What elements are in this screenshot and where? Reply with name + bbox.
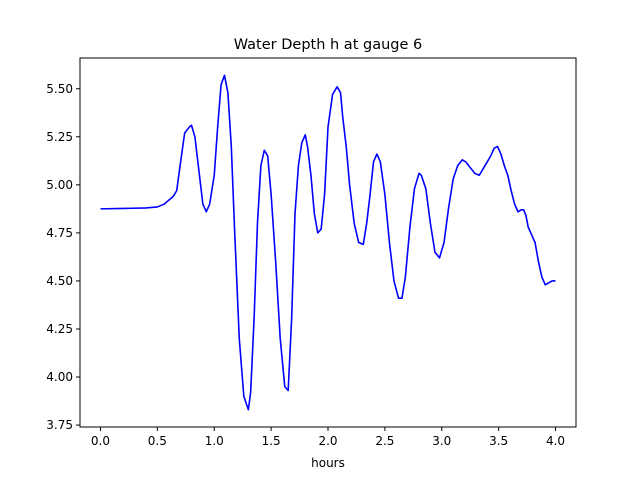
y-tick-label: 5.00 (46, 178, 73, 192)
y-tick-label: 4.00 (46, 370, 73, 384)
y-tick-label: 5.25 (46, 130, 73, 144)
x-axis-label: hours (311, 456, 345, 470)
y-tick-label: 5.50 (46, 82, 73, 96)
x-tick-label: 3.5 (489, 434, 508, 448)
plot-area (100, 74, 556, 411)
x-tick-label: 1.5 (262, 434, 281, 448)
x-tick-label: 0.0 (91, 434, 110, 448)
series-line-0 (100, 74, 556, 411)
y-tick-label: 3.75 (46, 418, 73, 432)
x-tick-label: 0.5 (148, 434, 167, 448)
x-tick-label: 2.0 (318, 434, 337, 448)
y-tick-label: 4.75 (46, 226, 73, 240)
x-tick-label: 2.5 (375, 434, 394, 448)
y-tick-label: 4.25 (46, 322, 73, 336)
axes: 0.0 0.5 1.0 1.5 2.0 2.5 3.0 3.5 4.0 3.75 4.00 4.25 4… (46, 57, 577, 448)
x-tick-label: 1.0 (205, 434, 224, 448)
chart-title: Water Depth h at gauge 6 (234, 37, 422, 53)
x-tick-label: 4.0 (546, 434, 565, 448)
y-tick-label: 4.50 (46, 274, 73, 288)
x-tick-label: 3.0 (432, 434, 451, 448)
